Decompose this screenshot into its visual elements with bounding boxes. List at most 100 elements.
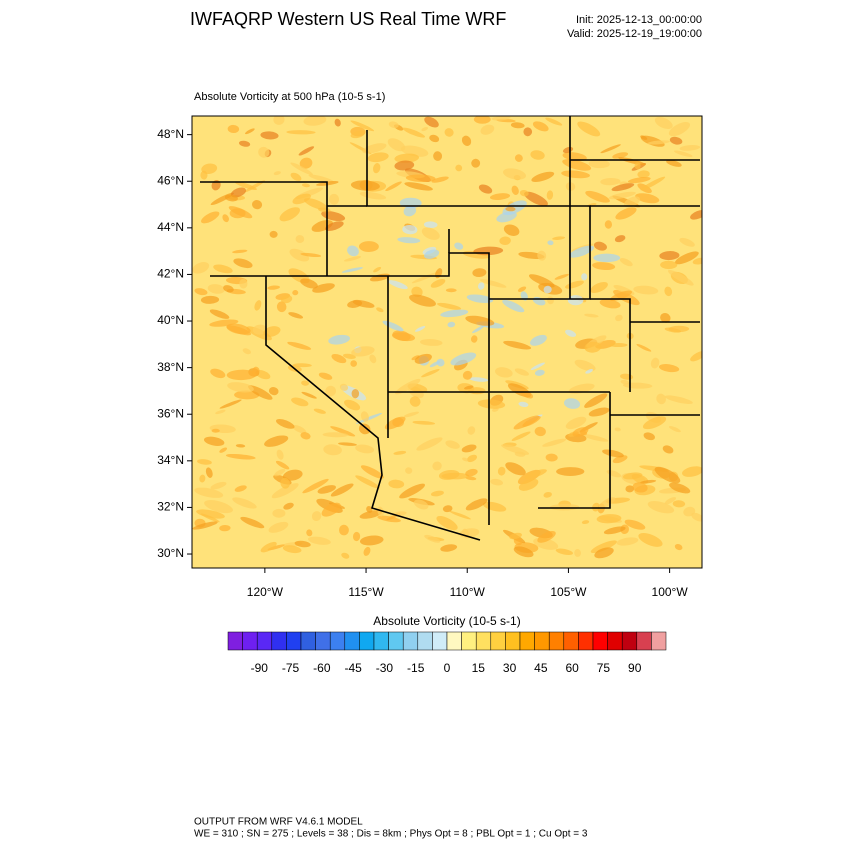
field-patch	[280, 477, 290, 489]
field-patch	[201, 211, 220, 224]
field-patch	[679, 145, 701, 151]
field-patch	[363, 546, 371, 556]
field-patch	[291, 397, 309, 407]
field-patch	[303, 198, 328, 210]
field-patch	[301, 391, 317, 399]
field-patch	[394, 160, 415, 171]
field-patch	[289, 248, 310, 262]
field-patch	[522, 415, 541, 427]
colorbar-tick-label: 60	[565, 661, 579, 675]
y-tick-label: 44°N	[157, 220, 184, 234]
field-patch	[233, 258, 253, 269]
field-patch	[311, 511, 322, 522]
field-patch	[445, 440, 460, 449]
colorbar-box	[519, 631, 535, 651]
field-patch	[440, 309, 469, 318]
field-patch	[549, 503, 580, 511]
field-patch	[388, 121, 399, 129]
x-tick-label: 110°W	[450, 585, 486, 599]
field-patch	[393, 450, 407, 455]
field-patch	[577, 121, 601, 137]
field-patch	[275, 460, 290, 470]
field-patch	[546, 190, 554, 200]
field-patch	[245, 128, 255, 135]
field-patch	[429, 134, 440, 143]
field-patch	[303, 116, 327, 126]
map-axes: 120°W 115°W 110°W 105°W 100°W 30°N 32°N 34°N 36°…	[157, 127, 688, 599]
field-patch	[470, 335, 478, 343]
field-patch	[640, 135, 648, 140]
field-patch	[352, 299, 375, 308]
field-patch	[409, 294, 436, 307]
field-patch	[588, 159, 610, 169]
field-patch	[360, 411, 369, 422]
field-patch	[691, 512, 702, 522]
field-patch	[450, 352, 477, 366]
field-patch	[611, 183, 635, 192]
field-patch	[268, 387, 279, 396]
field-patch	[350, 130, 365, 139]
field-patch	[392, 330, 411, 341]
field-patch	[502, 299, 525, 313]
field-patch	[590, 281, 608, 294]
field-patch	[627, 176, 651, 184]
field-patch	[556, 467, 585, 476]
field-patch	[325, 385, 337, 397]
init-time: Init: 2025-12-13_00:00:00	[576, 14, 702, 26]
field-patch	[472, 325, 484, 334]
field-patch	[534, 369, 545, 376]
field-patch	[273, 116, 285, 125]
field-patch	[637, 170, 650, 179]
field-patch	[524, 469, 547, 479]
field-patch	[200, 295, 220, 304]
field-patch	[447, 321, 456, 328]
field-patch	[640, 479, 657, 484]
field-patch	[513, 546, 534, 558]
field-patch	[518, 401, 529, 407]
field-patch	[419, 339, 443, 346]
field-patch	[519, 190, 529, 197]
colorbar-box	[271, 631, 287, 651]
field-patch	[196, 509, 225, 519]
field-patch	[207, 284, 225, 294]
field-patch	[271, 483, 299, 499]
y-tick-label: 40°N	[157, 313, 184, 327]
field-patch	[568, 383, 595, 394]
field-patch	[200, 513, 220, 523]
field-patch	[283, 502, 294, 510]
y-tick-label: 32°N	[157, 500, 184, 514]
field-patch	[369, 354, 377, 364]
field-patch	[469, 377, 489, 382]
field-patch	[656, 393, 666, 405]
field-patch	[211, 428, 220, 433]
field-patch	[664, 286, 673, 297]
field-patch	[377, 506, 384, 517]
colorbar-tick-label: 30	[503, 661, 517, 675]
colorbar-box	[432, 631, 448, 651]
field-patch	[461, 135, 472, 146]
colorbar-box	[256, 631, 273, 651]
field-patch	[213, 264, 233, 274]
field-patch	[524, 191, 548, 206]
field-patch	[464, 385, 474, 390]
field-patch	[276, 418, 295, 429]
field-patch	[449, 511, 471, 520]
field-patch	[388, 280, 408, 290]
field-patch	[373, 266, 382, 273]
field-patch	[323, 444, 342, 456]
field-patch	[227, 382, 254, 393]
field-patch	[234, 181, 257, 190]
map-frame	[191, 115, 703, 569]
field-patch	[530, 334, 547, 346]
colorbar-box	[621, 631, 638, 651]
field-patch	[405, 174, 436, 182]
field-patch	[547, 240, 554, 246]
field-patch	[263, 326, 281, 337]
field-patch	[355, 412, 383, 424]
field-patch	[438, 469, 460, 480]
field-patch	[222, 214, 229, 223]
field-patch	[325, 221, 344, 232]
field-patch	[640, 176, 666, 191]
field-patch	[531, 171, 555, 183]
field-patch	[360, 465, 384, 479]
